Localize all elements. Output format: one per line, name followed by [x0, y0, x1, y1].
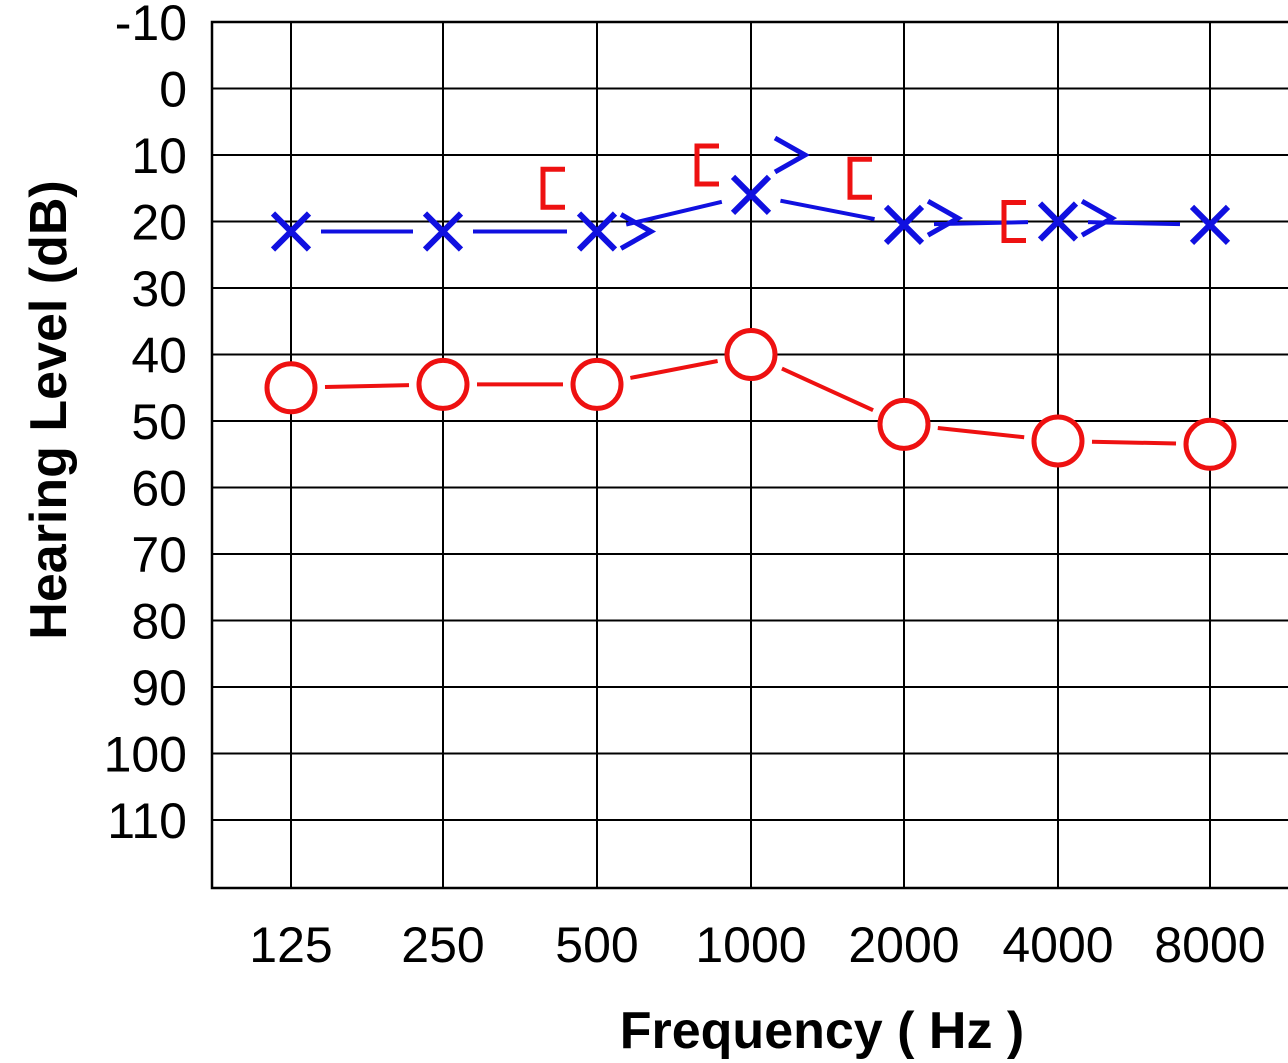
bracket-right-marker: [926, 198, 964, 238]
x-marker: [883, 204, 925, 245]
y-tick-label: 20: [131, 195, 187, 251]
series-line-segment: [780, 198, 875, 222]
series-3: [540, 143, 1026, 243]
x-marker: [576, 211, 618, 252]
bracket-right-marker: [619, 212, 657, 251]
circle-marker: [1031, 414, 1085, 468]
circle-marker: [264, 361, 318, 415]
y-tick-label: 110: [107, 793, 187, 849]
x-tick-label: 8000: [1154, 917, 1265, 973]
y-tick-label: -10: [115, 0, 187, 51]
y-tick-label: 40: [131, 328, 187, 384]
x-tick-label: 1000: [695, 917, 806, 973]
bracket-left-marker: [694, 143, 719, 187]
x-marker: [730, 174, 772, 216]
y-tick-label: 10: [131, 128, 187, 184]
series-line-segment: [1091, 439, 1177, 446]
series-line-segment: [781, 366, 874, 413]
series-layer: [264, 135, 1237, 471]
y-tick-label: 50: [131, 394, 187, 450]
y-tick-label: 90: [131, 660, 187, 716]
x-marker: [1037, 201, 1079, 242]
circle-marker: [1183, 417, 1237, 471]
x-axis-ticks: 125 250 500 1000 2000 4000 8000: [249, 917, 1265, 973]
x-tick-label: 125: [249, 917, 332, 973]
y-axis-title: Hearing Level (dB): [20, 180, 78, 639]
y-tick-label: 100: [104, 727, 187, 783]
y-tick-label: 70: [131, 527, 187, 583]
series-1: [264, 328, 1237, 471]
series-line-segment: [629, 359, 719, 380]
circle-marker: [724, 328, 778, 381]
circle-marker: [416, 357, 470, 411]
x-tick-label: 250: [401, 917, 484, 973]
series-line-segment: [937, 425, 1025, 440]
y-tick-label: 60: [131, 461, 187, 517]
bracket-right-marker: [773, 135, 811, 175]
y-tick-label: 30: [131, 261, 187, 317]
x-marker: [422, 211, 464, 252]
bracket-left-marker: [1001, 200, 1026, 243]
series-line-segment: [324, 383, 410, 390]
bracket-right-marker: [1080, 198, 1118, 238]
x-axis-title: Frequency ( Hz ): [620, 1002, 1025, 1060]
x-tick-label: 500: [555, 917, 638, 973]
series-2: [619, 135, 1118, 251]
circle-marker: [570, 357, 624, 411]
bracket-left-marker: [540, 166, 565, 210]
x-marker: [1189, 204, 1231, 245]
bracket-left-marker: [847, 156, 872, 200]
series-line-segment: [625, 199, 723, 227]
circle-marker: [877, 397, 931, 451]
series-0: [270, 174, 1231, 252]
y-tick-label: 0: [159, 62, 187, 118]
y-axis-ticks: -10 0 10 20 30 40 50 60 70 80 90 100 110: [104, 0, 187, 849]
y-tick-label: 80: [131, 594, 187, 650]
x-tick-label: 2000: [848, 917, 959, 973]
x-tick-label: 4000: [1002, 917, 1113, 973]
x-marker: [270, 211, 312, 252]
grid: [210, 20, 1288, 890]
